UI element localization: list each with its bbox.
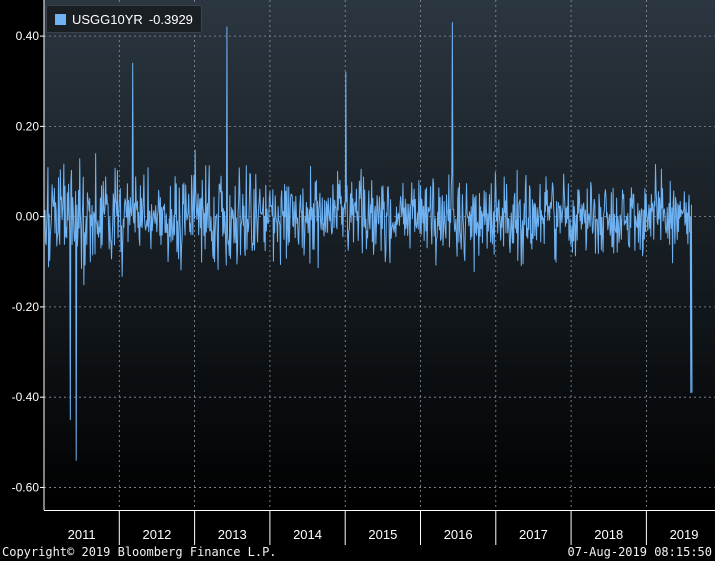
x-tick-label: 2016 bbox=[444, 527, 473, 542]
series-line-usgg10yr bbox=[44, 22, 693, 461]
copyright-text: Copyright© 2019 Bloomberg Finance L.P. bbox=[2, 545, 277, 559]
x-tick-label: 2012 bbox=[142, 527, 171, 542]
chart-svg: 0.40 0.20 0.00 -0.20 -0.40 -0.60 2011 2012 2013… bbox=[0, 0, 715, 545]
legend-value: -0.3929 bbox=[148, 11, 193, 27]
x-tick-label: 2019 bbox=[670, 527, 699, 542]
x-tick-label: 2011 bbox=[68, 527, 96, 542]
legend-swatch bbox=[55, 13, 66, 25]
y-tick-label: 0.20 bbox=[16, 119, 40, 133]
grid-lines bbox=[44, 0, 715, 510]
plot-background bbox=[44, 0, 715, 510]
x-tick-label: 2015 bbox=[368, 527, 397, 542]
x-tick-label: 2017 bbox=[519, 527, 548, 542]
timestamp-text: 07-Aug-2019 08:15:50 bbox=[567, 545, 713, 559]
x-tick-label: 2018 bbox=[594, 527, 623, 542]
y-tick-label: -0.40 bbox=[12, 390, 40, 404]
x-axis: 2011 2012 2013 2014 2015 2016 2017 2018 2019 bbox=[0, 510, 715, 545]
y-tick-label: -0.60 bbox=[12, 480, 40, 494]
legend[interactable]: USGG10YR -0.3929 bbox=[46, 5, 202, 33]
legend-label: USGG10YR bbox=[72, 11, 143, 27]
footer: Copyright© 2019 Bloomberg Finance L.P. 0… bbox=[0, 545, 715, 561]
x-tick-label: 2013 bbox=[218, 527, 247, 542]
y-tick-label: -0.20 bbox=[12, 300, 40, 314]
y-tick-label: 0.00 bbox=[16, 210, 40, 224]
x-tick-label: 2014 bbox=[293, 527, 322, 542]
y-tick-label: 0.40 bbox=[16, 29, 40, 43]
y-axis-ticks: 0.40 0.20 0.00 -0.20 -0.40 -0.60 bbox=[12, 0, 45, 510]
